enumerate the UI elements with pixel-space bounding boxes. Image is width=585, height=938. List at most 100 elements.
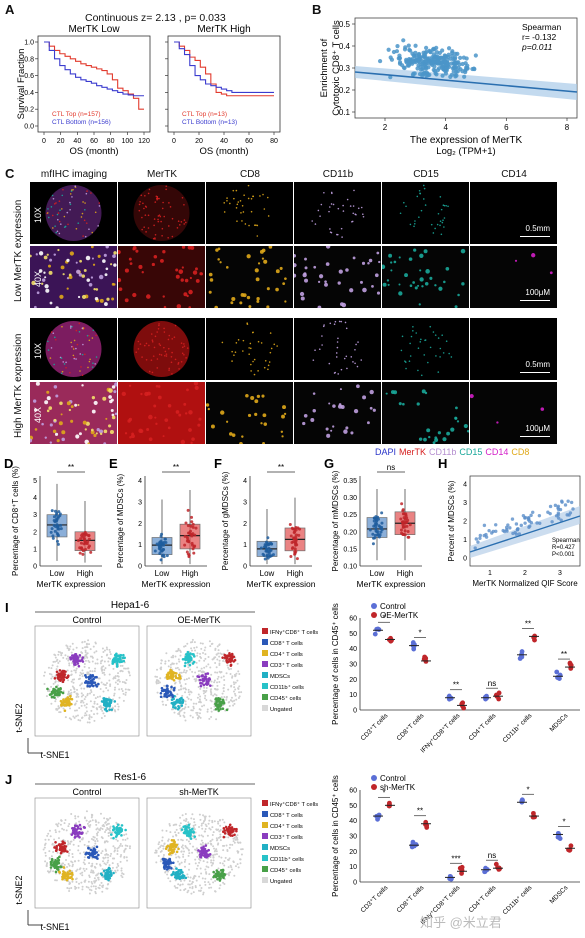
tsne-ungated-point <box>50 685 53 688</box>
tsne-cluster-point <box>175 672 178 675</box>
tsne-ungated-point <box>161 839 164 842</box>
tsne-ungated-point <box>194 831 197 834</box>
scatter-point <box>548 504 553 509</box>
tsne-ungated-point <box>207 842 210 845</box>
category-label: CD4⁺T cells <box>468 884 498 914</box>
tsne-cluster-point <box>159 695 163 699</box>
tsne-ungated-point <box>100 836 103 839</box>
tsne-ungated-point <box>80 881 83 884</box>
tsne-ungated-point <box>93 670 96 673</box>
tsne-ungated-point <box>190 649 193 652</box>
tsne-ungated-point <box>188 693 191 696</box>
tsne-ungated-point <box>107 859 110 862</box>
tsne-ungated-point <box>47 871 50 874</box>
tsne-cluster-point <box>160 686 164 690</box>
tsne-ungated-point <box>105 686 108 689</box>
tsne-cluster-point <box>112 659 116 663</box>
tsne-ungated-point <box>234 688 237 691</box>
data-point <box>377 535 381 539</box>
tsne-ungated-point <box>43 671 46 674</box>
tsne-cluster-point <box>209 684 212 687</box>
tsne-ungated-point <box>214 647 217 650</box>
tsne-ungated-point <box>199 708 202 711</box>
scatter-point <box>514 532 519 536</box>
tsne-ungated-point <box>114 871 117 874</box>
tsne-ungated-point <box>201 827 204 830</box>
tsne-ungated-point <box>112 845 115 848</box>
scatter-point <box>453 55 458 60</box>
tsne-ungated-point <box>81 888 84 891</box>
x-tick-label: 4 <box>443 123 448 132</box>
tsne-ungated-point <box>215 694 218 697</box>
tsne-cluster-point <box>74 653 78 656</box>
scatter-point <box>476 540 480 544</box>
tsne-ungated-point <box>105 682 108 685</box>
y-tick-label: 0 <box>353 880 357 887</box>
tsne-cluster-point <box>114 658 117 662</box>
tsne-ungated-point <box>73 669 76 672</box>
tsne-ungated-point <box>47 666 50 669</box>
scale-label: 100μM <box>525 424 550 433</box>
tsne-ungated-point <box>104 667 107 670</box>
tsne-ungated-point <box>214 687 217 690</box>
tsne-ungated-point <box>48 672 51 675</box>
tsne-ungated-point <box>128 671 131 674</box>
tsne-cluster-point <box>167 849 171 852</box>
tsne-ungated-point <box>83 640 86 643</box>
tsne-ungated-point <box>210 707 213 710</box>
tsne-cluster-point <box>172 705 175 709</box>
tsne-ungated-point <box>85 653 88 656</box>
tsne-cluster-point <box>69 658 73 661</box>
legend-swatch <box>262 855 268 861</box>
tsne-ungated-point <box>193 828 196 831</box>
scatter-point <box>565 513 569 517</box>
tsne-ungated-point <box>56 851 59 854</box>
tsne-ungated-point <box>203 881 206 884</box>
tsne-ungated-point <box>189 668 192 671</box>
tsne-ungated-point <box>180 685 183 688</box>
tsne-ungated-point <box>165 652 168 655</box>
data-point <box>87 546 91 550</box>
stat-line: R=0.427 <box>552 545 576 551</box>
tsne-ungated-point <box>68 887 71 890</box>
tsne-ungated-point <box>70 651 73 654</box>
tsne-cluster-point <box>115 825 119 829</box>
tsne-ungated-point <box>109 651 112 654</box>
tsne-cluster-point <box>215 700 218 704</box>
tsne-cluster-point <box>93 849 96 852</box>
data-point <box>294 543 298 547</box>
y-tick-label: 40 <box>349 818 357 825</box>
category-label: Low <box>370 569 385 578</box>
y-tick-label: 0.8 <box>24 56 34 63</box>
category-label: High <box>287 569 303 578</box>
tsne-ungated-point <box>48 689 51 692</box>
tsne-cluster-point <box>61 848 65 852</box>
scatter-point <box>529 513 533 518</box>
microscopy-tile <box>470 318 557 380</box>
tsne-ungated-point <box>176 650 179 653</box>
tsne-ungated-point <box>174 865 177 868</box>
scatter-point <box>508 526 512 530</box>
tsne-ungated-point <box>204 657 207 660</box>
tsne-cluster-point <box>223 656 227 660</box>
data-point <box>291 540 295 544</box>
scatter-point <box>550 520 554 524</box>
significance: * <box>418 629 421 638</box>
tsne-cluster-point <box>216 877 219 881</box>
tsne-ungated-point <box>56 696 59 699</box>
tsne-cluster-point <box>110 708 114 711</box>
tsne-ungated-point <box>96 840 99 843</box>
tsne-ungated-point <box>116 679 119 682</box>
y-tick-label: 4 <box>33 495 37 502</box>
tsne-ungated-point <box>91 670 94 673</box>
scatter-point <box>445 62 450 67</box>
tsne-ungated-point <box>202 822 205 825</box>
tsne-ungated-point <box>84 879 87 882</box>
tsne-ungated-point <box>75 886 78 889</box>
data-point <box>189 524 193 528</box>
tsne-ungated-point <box>57 707 60 710</box>
data-point <box>374 518 378 522</box>
tsne-ungated-point <box>83 704 86 707</box>
tsne-ungated-point <box>191 835 194 838</box>
y-tick-label: 0 <box>463 556 467 563</box>
